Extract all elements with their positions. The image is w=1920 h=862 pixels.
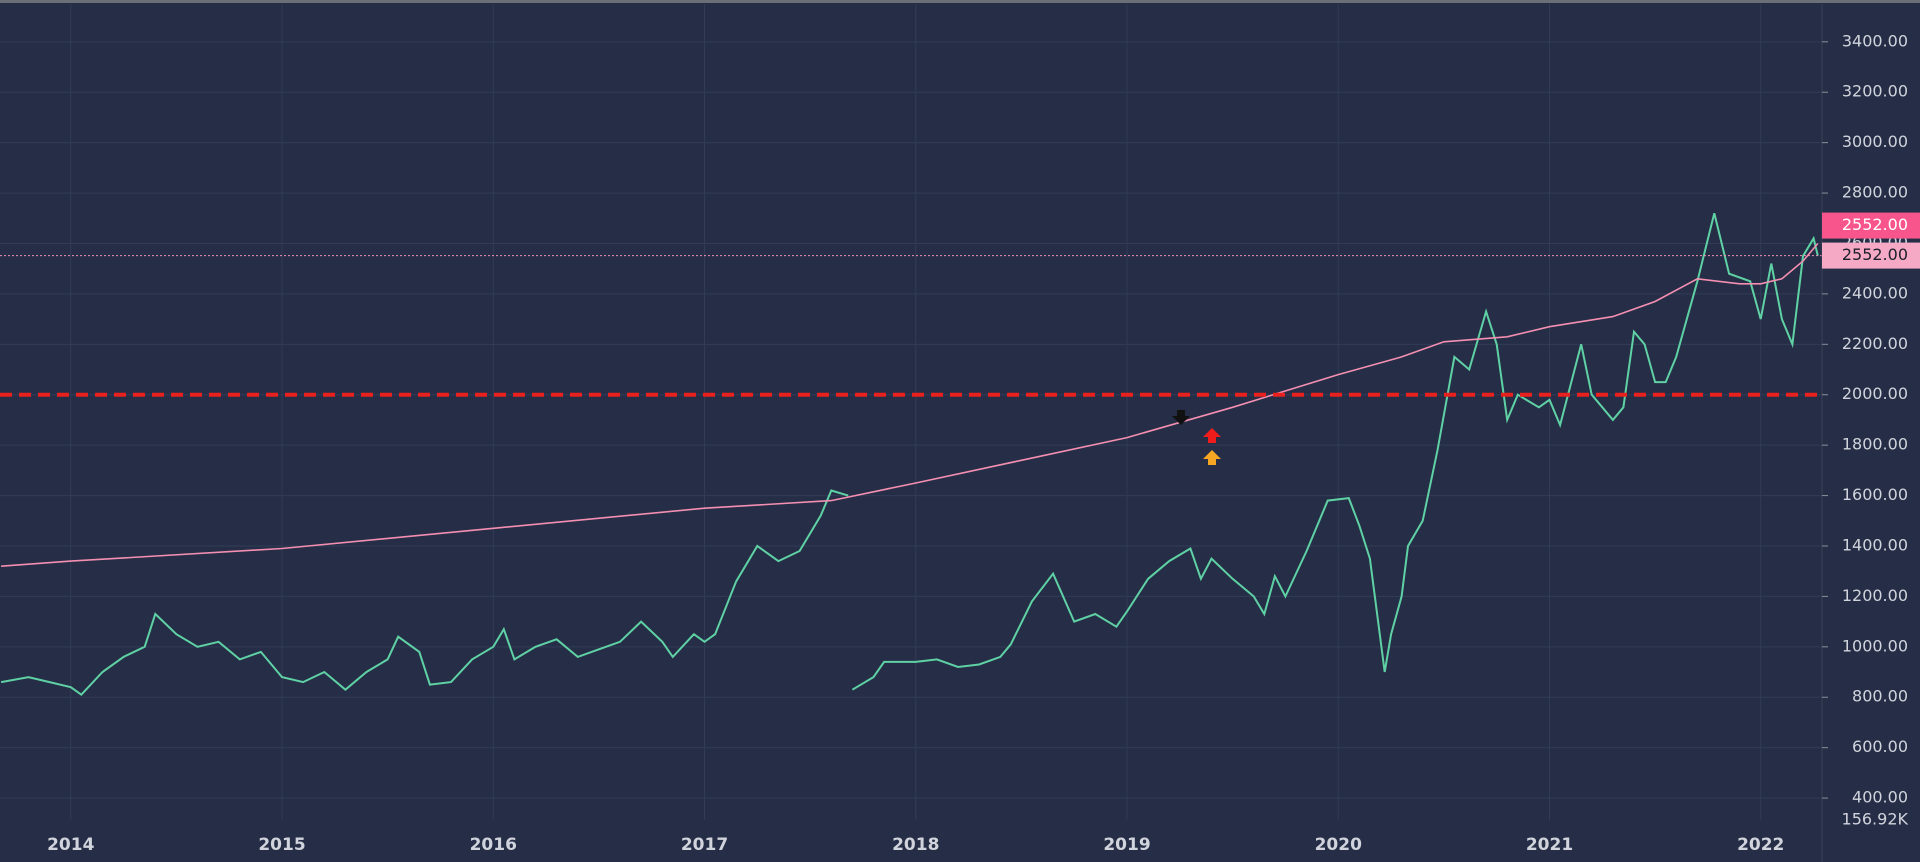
y-tick-label: 2400.00	[1842, 283, 1908, 302]
plot	[0, 212, 1822, 697]
y-tick-label: 3400.00	[1842, 31, 1908, 50]
x-tick-label: 2018	[892, 835, 939, 855]
grid	[0, 4, 1822, 820]
y-tick-label: 3000.00	[1842, 132, 1908, 151]
y-tick-label: 2200.00	[1842, 334, 1908, 353]
price-label: 2552.00	[1842, 245, 1908, 264]
price-line	[1, 242, 1819, 567]
x-tick-label: 2021	[1526, 835, 1573, 855]
x-tick-label: 2014	[47, 835, 94, 855]
price-label-box	[1822, 242, 1920, 269]
down-arrow	[1172, 410, 1190, 425]
price-axis: 400.00 600.00 800.00 1000.00 1200.00 1400.00 1…	[47, 31, 1920, 855]
y-tick-label: 1400.00	[1842, 535, 1908, 554]
volume-label: 156.92K	[1842, 810, 1909, 829]
y-tick-label: 3200.00	[1842, 82, 1908, 101]
y-tick-label: 1000.00	[1842, 636, 1908, 655]
y-tick-label: 1600.00	[1842, 485, 1908, 504]
x-tick-label: 2020	[1315, 835, 1362, 855]
x-tick-label: 2017	[681, 835, 728, 855]
y-tick-label: 800.00	[1852, 687, 1908, 706]
x-tick-label: 2022	[1737, 835, 1784, 855]
y-tick-label: 2000.00	[1842, 384, 1908, 403]
y-tick-label: 1800.00	[1842, 435, 1908, 454]
x-tick-label: 2015	[258, 835, 305, 855]
price-line	[0, 212, 1819, 697]
y-tick-label: 1200.00	[1842, 586, 1908, 605]
up-arrow	[1203, 450, 1221, 465]
x-tick-label: 2019	[1103, 835, 1150, 855]
x-tick-label: 2016	[470, 835, 517, 855]
up-arrow	[1203, 428, 1221, 443]
price-tag: 2552.00	[1842, 215, 1908, 234]
y-tick-label: 600.00	[1852, 737, 1908, 756]
price-tag-box	[1822, 212, 1920, 239]
y-tick-label: 2800.00	[1842, 183, 1908, 202]
y-tick-label: 400.00	[1852, 788, 1908, 807]
